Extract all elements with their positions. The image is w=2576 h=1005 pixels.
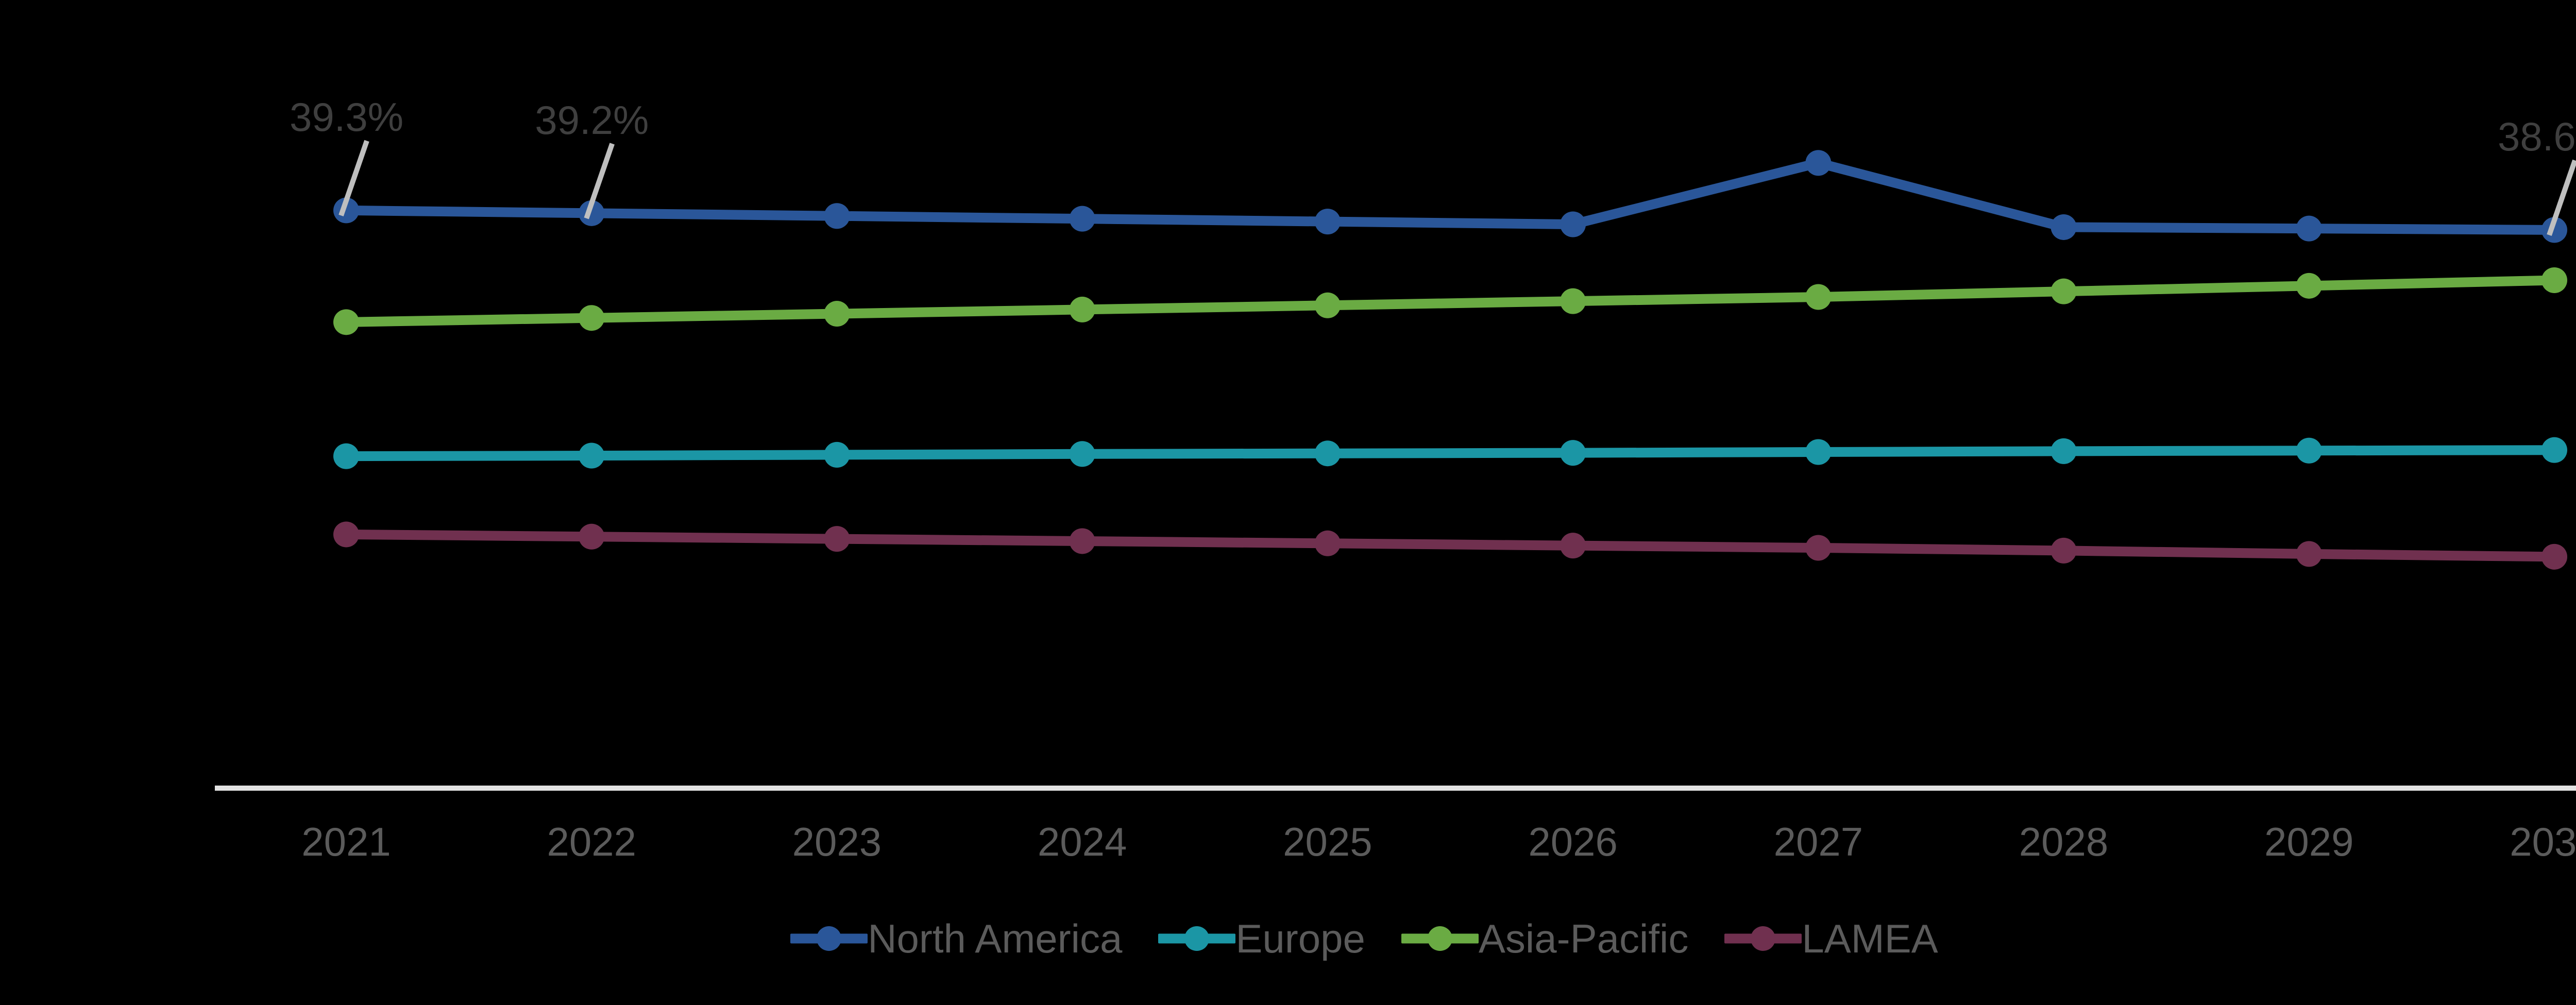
x-axis-tick-2022: 2022 bbox=[547, 819, 636, 864]
series-line bbox=[341, 445, 2560, 462]
data-point-marker[interactable] bbox=[2296, 215, 2322, 242]
series-asia-pacific bbox=[333, 267, 2567, 335]
data-point-marker[interactable] bbox=[1805, 150, 1832, 176]
leader-line-2022 bbox=[584, 143, 615, 219]
data-point-marker[interactable] bbox=[333, 521, 359, 548]
data-point-marker[interactable] bbox=[824, 526, 850, 552]
data-point-marker[interactable] bbox=[824, 301, 850, 327]
data-point-marker[interactable] bbox=[333, 197, 359, 224]
data-point-marker[interactable] bbox=[1314, 440, 1341, 467]
data-point-marker[interactable] bbox=[2050, 278, 2077, 304]
legend-label: LAMEA bbox=[1802, 916, 1938, 961]
data-point-marker[interactable] bbox=[1560, 288, 1586, 314]
data-point-marker[interactable] bbox=[1805, 535, 1832, 561]
x-axis-tick-2024: 2024 bbox=[1037, 819, 1127, 864]
data-point-marker[interactable] bbox=[1560, 440, 1586, 466]
legend-label: North America bbox=[868, 916, 1123, 961]
data-point-marker[interactable] bbox=[1069, 206, 1095, 232]
legend-swatch-icon bbox=[790, 921, 868, 957]
data-point-marker[interactable] bbox=[2541, 543, 2567, 570]
data-point-marker[interactable] bbox=[2050, 438, 2077, 464]
x-axis-tick-2025: 2025 bbox=[1283, 819, 1372, 864]
data-point-marker[interactable] bbox=[1805, 439, 1832, 465]
legend-swatch-icon bbox=[1158, 921, 1236, 957]
leader-line-2021 bbox=[338, 140, 369, 217]
series-lamea bbox=[333, 521, 2567, 570]
data-point-marker[interactable] bbox=[2541, 437, 2567, 463]
legend-marker-icon bbox=[817, 926, 842, 951]
leader-line-layer bbox=[338, 140, 2576, 236]
x-axis-tick-2027: 2027 bbox=[1773, 819, 1863, 864]
series-north-america bbox=[333, 150, 2567, 243]
data-point-marker[interactable] bbox=[2541, 217, 2567, 243]
legend-label: Asia-Pacific bbox=[1478, 916, 1689, 961]
legend-item-north-america[interactable]: North America bbox=[790, 918, 1122, 959]
x-axis-tick-2026: 2026 bbox=[1528, 819, 1618, 864]
series-line bbox=[341, 275, 2560, 327]
data-label-2030: 38.6% bbox=[2498, 114, 2576, 160]
data-point-marker[interactable] bbox=[1805, 284, 1832, 310]
data-point-marker[interactable] bbox=[2050, 537, 2077, 564]
legend-marker-icon bbox=[1427, 926, 1452, 951]
legend-swatch-icon bbox=[1724, 921, 1802, 957]
data-point-marker[interactable] bbox=[579, 200, 605, 226]
series-layer bbox=[333, 150, 2567, 570]
data-point-marker[interactable] bbox=[1560, 211, 1586, 237]
legend-marker-icon bbox=[1184, 926, 1210, 951]
data-point-marker[interactable] bbox=[579, 442, 605, 469]
data-point-marker[interactable] bbox=[1069, 441, 1095, 467]
data-point-marker[interactable] bbox=[824, 441, 850, 468]
data-point-marker[interactable] bbox=[2296, 272, 2322, 299]
data-label-2021: 39.3% bbox=[290, 94, 404, 140]
data-point-marker[interactable] bbox=[1560, 533, 1586, 559]
x-axis-tick-2028: 2028 bbox=[2019, 819, 2109, 864]
x-axis-tick-2023: 2023 bbox=[792, 819, 882, 864]
legend-label: Europe bbox=[1235, 916, 1365, 961]
x-axis-tick-2021: 2021 bbox=[301, 819, 391, 864]
legend-item-europe[interactable]: Europe bbox=[1158, 918, 1365, 959]
data-point-marker[interactable] bbox=[579, 305, 605, 331]
data-point-marker[interactable] bbox=[824, 203, 850, 229]
data-point-marker[interactable] bbox=[1314, 530, 1341, 556]
x-axis-tick-2030: 2030 bbox=[2510, 819, 2576, 864]
data-point-marker[interactable] bbox=[1314, 209, 1341, 235]
legend-swatch-icon bbox=[1401, 921, 1479, 957]
data-point-marker[interactable] bbox=[2050, 214, 2077, 240]
data-point-marker[interactable] bbox=[1069, 528, 1095, 554]
x-axis-tick-2029: 2029 bbox=[2264, 819, 2354, 864]
data-point-marker[interactable] bbox=[333, 443, 359, 469]
series-line bbox=[341, 158, 2560, 235]
legend-item-lamea[interactable]: LAMEA bbox=[1724, 918, 1938, 959]
data-point-marker[interactable] bbox=[2296, 437, 2322, 464]
leader-line-2030 bbox=[2547, 159, 2576, 236]
data-point-marker[interactable] bbox=[1069, 296, 1095, 322]
legend-item-asia-pacific[interactable]: Asia-Pacific bbox=[1401, 918, 1688, 959]
chart-legend: North America Europe Asia-Pacific LAMEA bbox=[0, 918, 2576, 959]
data-label-2022: 39.2% bbox=[535, 97, 649, 143]
data-point-marker[interactable] bbox=[1314, 292, 1341, 318]
series-europe bbox=[333, 437, 2567, 469]
data-point-marker[interactable] bbox=[2296, 541, 2322, 567]
legend-marker-icon bbox=[1751, 926, 1776, 951]
data-point-marker[interactable] bbox=[579, 523, 605, 550]
data-point-marker[interactable] bbox=[333, 309, 359, 335]
data-point-marker[interactable] bbox=[2541, 267, 2567, 293]
series-line bbox=[341, 529, 2560, 562]
